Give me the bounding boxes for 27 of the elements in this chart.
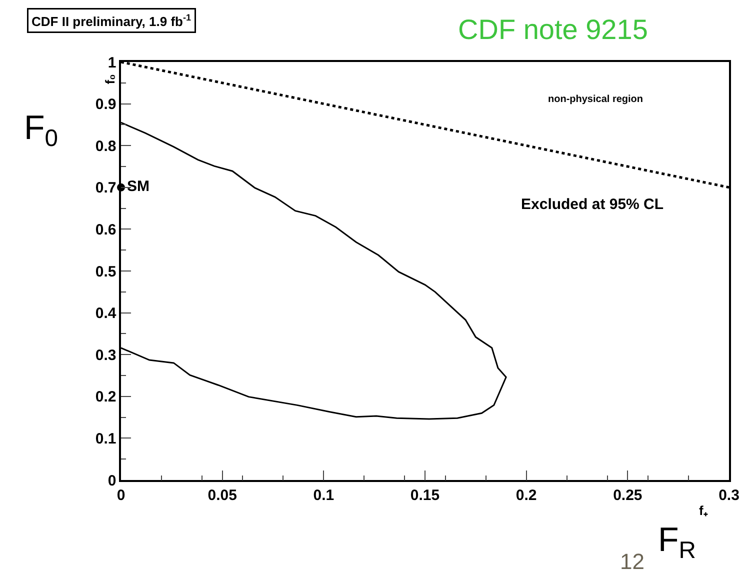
series-label: SM [127,178,150,196]
y-tick-label: 0.4 [95,305,117,322]
y-tick-label: 0.5 [95,263,116,280]
text: F$_{R}$ [658,521,696,564]
text: F$_{0}$ [24,109,58,152]
y-tick-label: 0.6 [95,221,116,238]
x-tick-label: 0.2 [516,486,537,504]
x-tick-label: 0.25 [613,486,642,504]
x-axis-title: f₊ [699,503,708,518]
y-tick-label: 0 [108,472,116,490]
text: CDF note 9215 [458,14,648,45]
x-tick-label: 0.1 [313,486,334,504]
y-axis-title: f₀ [102,74,118,84]
y-tick-label: 0.9 [95,96,116,114]
annotation: non-physical region [548,94,644,105]
y-tick-label: 0.3 [95,346,116,364]
y-tick-label: 1 [108,54,116,72]
chart-title: CDF II preliminary, 1.9 fb$^{-1}$ [32,12,192,29]
x-tick-label: 0.15 [410,486,440,504]
y-tick-label: 0.2 [95,388,116,406]
annotation: Excluded at 95% CL [521,196,664,213]
y-tick-label: 0.8 [95,138,116,155]
text: 12 [620,549,644,574]
x-tick-label: 0.3 [718,486,740,504]
y-tick-label: 0.7 [95,180,116,197]
y-tick-label: 0.1 [95,430,116,448]
x-tick-label: 0.05 [208,486,237,504]
